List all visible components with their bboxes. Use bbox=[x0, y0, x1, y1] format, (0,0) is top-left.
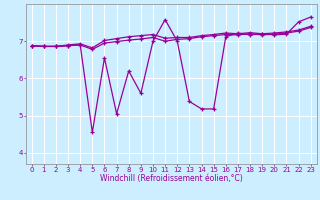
X-axis label: Windchill (Refroidissement éolien,°C): Windchill (Refroidissement éolien,°C) bbox=[100, 174, 243, 183]
